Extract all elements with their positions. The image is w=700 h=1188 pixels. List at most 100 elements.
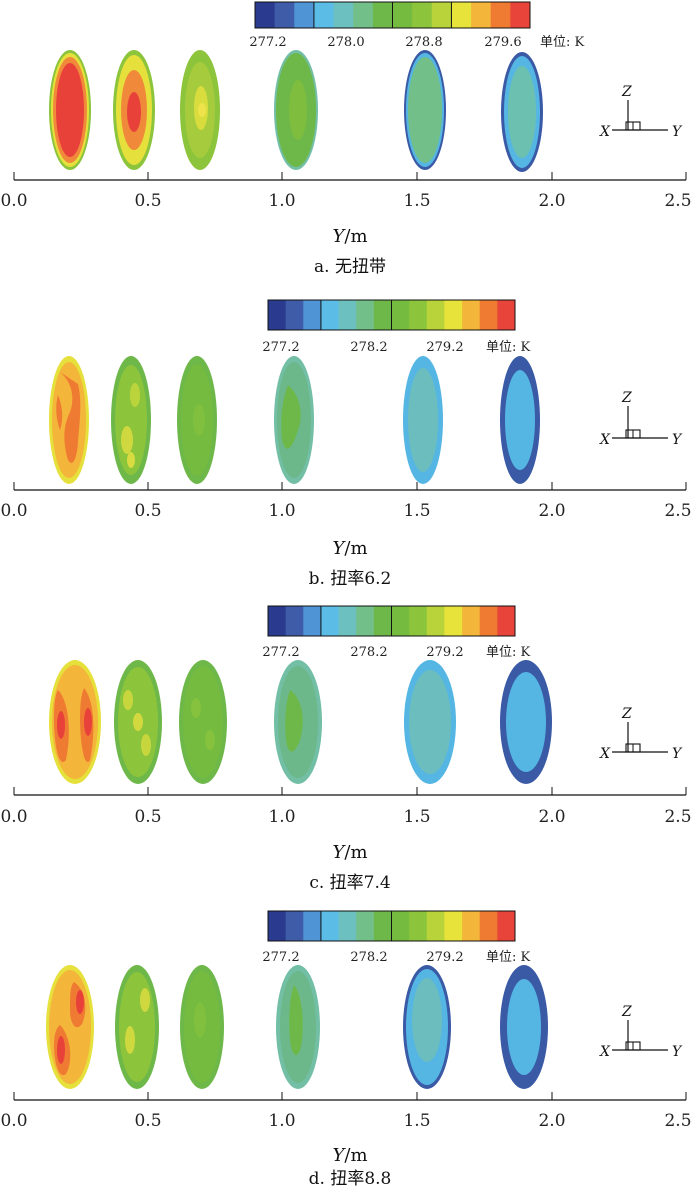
colorbar-cell [451, 2, 472, 28]
panel-c: 277.2 278.2 279.2 单位: K [0, 605, 692, 893]
section-4 [274, 50, 318, 170]
colorbar: 277.2 278.2 279.2 单位: K [262, 605, 531, 660]
colorbar-cell [412, 2, 433, 28]
colorbar-cell [373, 606, 392, 636]
colorbar-cell [510, 2, 531, 28]
section-6 [500, 660, 552, 784]
triad-z-label: Z [621, 84, 632, 100]
colorbar-tick-label: 277.2 [262, 950, 299, 965]
colorbar-cell [285, 300, 304, 330]
x-tick-label: 0.5 [134, 1111, 161, 1131]
x-axis-title: Y/m [332, 842, 367, 863]
colorbar-cell [409, 911, 428, 941]
colorbar-frame [267, 605, 516, 637]
triad-y-label: Y [672, 124, 683, 140]
colorbar-cell [320, 606, 339, 636]
x-tick-label: 1.0 [268, 191, 295, 211]
panel-caption: c. 扭率7.4 [309, 873, 390, 893]
colorbar-cell [391, 606, 410, 636]
colorbar-cell [313, 2, 334, 28]
section-2 [115, 965, 159, 1089]
axes-triad: Z X Y [599, 84, 683, 140]
colorbar: 277.2 278.2 279.2 单位: K [262, 910, 531, 965]
triad-z-label: Z [621, 1004, 632, 1020]
section-4 [276, 965, 320, 1089]
panel-b: 277.2 278.2 279.2 单位: K [0, 299, 692, 589]
colorbar-cell [268, 300, 287, 330]
cross-sections [49, 356, 540, 484]
colorbar-tick-label: 277.2 [262, 340, 299, 355]
x-axis: 0.0 0.5 1.0 1.5 2.0 2.5 Y/m [0, 1092, 692, 1166]
colorbar-cell [497, 300, 516, 330]
colorbar: 277.2 278.0 278.8 279.6 单位: K [249, 1, 585, 50]
unit-label: 单位: K [486, 950, 531, 965]
section-6 [501, 52, 543, 172]
section-4 [274, 660, 322, 784]
x-tick-label: 1.0 [268, 501, 295, 521]
colorbar-cell [462, 300, 481, 330]
x-tick-label: 1.5 [403, 807, 430, 827]
x-tick-label: 0.5 [134, 501, 161, 521]
section-2 [113, 50, 155, 170]
x-tick-label: 1.5 [403, 501, 430, 521]
colorbar-cell [392, 2, 413, 28]
colorbar-cells [267, 605, 516, 637]
colorbar-cell [409, 606, 428, 636]
panel-caption: b. 扭率6.2 [309, 569, 392, 589]
section-5 [404, 660, 456, 784]
section-1 [49, 356, 89, 484]
triad-x-label: X [599, 1044, 611, 1060]
section-1 [46, 965, 94, 1089]
colorbar-tick-label: 278.2 [350, 645, 387, 660]
colorbar-tick-label: 277.2 [262, 645, 299, 660]
x-tick-label: 2.5 [664, 1111, 691, 1131]
section-2 [114, 660, 162, 784]
colorbar-cell [338, 606, 357, 636]
x-tick-label: 0.0 [0, 807, 27, 827]
colorbar-cell [285, 911, 304, 941]
colorbar-cell [497, 606, 516, 636]
colorbar-cell [426, 606, 445, 636]
colorbar-cell [274, 2, 295, 28]
x-tick-label: 2.0 [538, 501, 565, 521]
section-1 [49, 660, 101, 784]
colorbar-frame [254, 1, 531, 29]
panel-caption: a. 无扭带 [314, 257, 386, 277]
section-5 [404, 50, 446, 170]
section-4 [274, 356, 314, 484]
cross-sections [49, 50, 543, 172]
unit-label: 单位: K [486, 645, 531, 660]
x-axis-title: Y/m [332, 226, 367, 247]
colorbar-cell [338, 911, 357, 941]
colorbar-tick-label: 278.2 [350, 950, 387, 965]
colorbar-tick-label: 279.2 [426, 340, 463, 355]
x-tick-label: 2.5 [664, 807, 691, 827]
x-tick-label: 1.0 [268, 1111, 295, 1131]
section-3 [180, 50, 220, 170]
colorbar-cell [255, 2, 276, 28]
colorbar-cell [497, 911, 516, 941]
colorbar-cell [285, 606, 304, 636]
section-2 [111, 356, 151, 484]
x-tick-label: 0.0 [0, 191, 27, 211]
colorbar-cells [267, 299, 516, 331]
colorbar-cell [268, 911, 287, 941]
x-axis: 0.0 0.5 1.0 1.5 2.0 2.5 Y/m [0, 482, 692, 559]
colorbar-cell [391, 300, 410, 330]
colorbar-cells [254, 1, 531, 29]
triad-x-label: X [599, 432, 611, 448]
colorbar-tick-label: 278.0 [327, 35, 364, 50]
x-tick-label: 2.5 [664, 191, 691, 211]
x-tick-label: 0.0 [0, 501, 27, 521]
section-3 [177, 356, 217, 484]
triad-x-label: X [599, 124, 611, 140]
colorbar-cell [426, 300, 445, 330]
colorbar-cell [490, 2, 511, 28]
panel-d: 277.2 278.2 279.2 单位: K [0, 910, 692, 1188]
x-tick-label: 0.0 [0, 1111, 27, 1131]
colorbar-cell [338, 300, 357, 330]
x-tick-label: 1.5 [403, 1111, 430, 1131]
colorbar-cell [373, 300, 392, 330]
triad-y-label: Y [672, 432, 683, 448]
